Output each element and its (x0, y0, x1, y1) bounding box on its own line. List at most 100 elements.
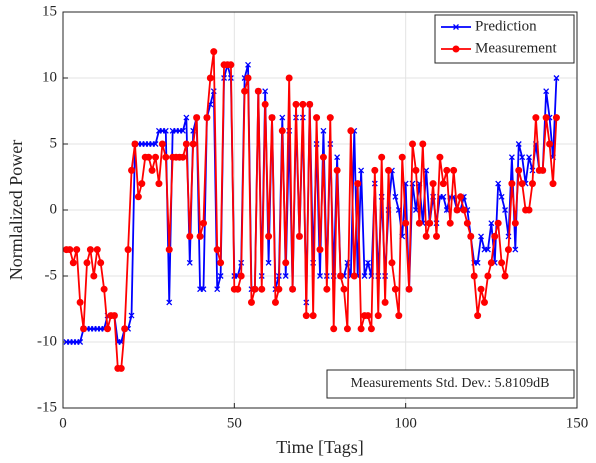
data-point (391, 285, 399, 293)
data-point (245, 61, 251, 68)
data-point (539, 166, 547, 174)
y-tick-label: 15 (42, 3, 57, 19)
data-point (93, 246, 101, 254)
data-point (358, 167, 365, 174)
data-point (542, 114, 550, 122)
data-point (470, 272, 478, 280)
data-point (532, 114, 540, 122)
data-point (165, 246, 173, 254)
data-point (323, 285, 331, 293)
data-point (508, 180, 516, 188)
data-point (361, 273, 368, 279)
data-point (333, 166, 341, 174)
data-point (319, 153, 327, 161)
y-axis-label: Normlalized Power (6, 140, 26, 280)
data-point (326, 114, 334, 122)
data-point (477, 285, 485, 293)
data-point (426, 219, 434, 227)
data-point (508, 154, 515, 161)
y-tick-label: -15 (37, 399, 57, 415)
data-point (552, 114, 560, 122)
data-point (436, 153, 444, 161)
data-point (162, 127, 169, 134)
data-point (484, 246, 491, 253)
data-point (494, 219, 502, 227)
data-point (515, 166, 523, 174)
data-point (69, 259, 77, 267)
y-tick-label: 10 (42, 69, 57, 85)
data-point (121, 325, 129, 333)
data-point (189, 140, 197, 148)
data-point (73, 246, 81, 254)
data-point (66, 246, 74, 254)
data-point (155, 180, 163, 188)
data-point (446, 219, 454, 227)
data-point (330, 325, 338, 333)
data-point (392, 193, 399, 200)
data-point (261, 100, 269, 108)
data-point (395, 312, 403, 320)
data-point (320, 127, 327, 134)
data-point (77, 339, 84, 345)
legend-label: Prediction (475, 18, 537, 34)
data-point (388, 259, 396, 267)
data-point (350, 272, 358, 280)
data-point (193, 114, 201, 122)
data-point (498, 259, 506, 267)
data-point (337, 272, 345, 280)
y-tick-label: 5 (50, 135, 58, 151)
data-point (502, 207, 508, 213)
data-point (474, 259, 481, 266)
data-point (365, 259, 371, 266)
data-point (148, 166, 156, 174)
data-point (456, 193, 464, 201)
y-tick-label: 0 (50, 201, 58, 217)
data-point (244, 74, 252, 82)
data-point (217, 259, 225, 267)
data-point (528, 180, 536, 188)
data-point (186, 232, 194, 240)
data-point (519, 154, 526, 161)
data-point (316, 246, 324, 254)
data-point (179, 153, 187, 161)
data-point (203, 114, 211, 122)
data-point (347, 127, 355, 135)
data-point (131, 140, 139, 148)
data-point (429, 180, 437, 188)
data-point (128, 166, 136, 174)
data-point (402, 219, 410, 227)
data-point (526, 154, 532, 161)
data-point (100, 285, 108, 293)
data-point (179, 127, 186, 134)
data-point (495, 180, 502, 187)
data-point (313, 114, 321, 122)
data-point (439, 180, 447, 188)
data-point (487, 259, 495, 267)
data-point (97, 259, 105, 267)
data-point (251, 285, 259, 293)
data-point (467, 232, 475, 240)
data-point (162, 153, 170, 161)
x-tick-label: 100 (394, 415, 417, 431)
data-point (474, 312, 482, 320)
data-point (306, 100, 314, 108)
data-point (254, 87, 262, 95)
data-point (480, 298, 488, 306)
annotation: Measurements Std. Dev.: 5.8109dB (351, 376, 550, 391)
data-point (214, 286, 221, 293)
data-point (385, 166, 393, 174)
data-point (491, 232, 499, 240)
data-point (367, 325, 375, 333)
data-point (488, 220, 495, 227)
data-point (258, 285, 266, 293)
data-point (515, 141, 522, 147)
data-point (412, 166, 420, 174)
x-tick-label: 50 (227, 415, 242, 431)
data-point (299, 100, 307, 108)
data-point (138, 180, 146, 188)
y-tick-label: -5 (45, 267, 58, 283)
data-point (415, 219, 423, 227)
data-point (279, 114, 286, 121)
data-point (237, 272, 245, 280)
data-point (152, 141, 159, 147)
